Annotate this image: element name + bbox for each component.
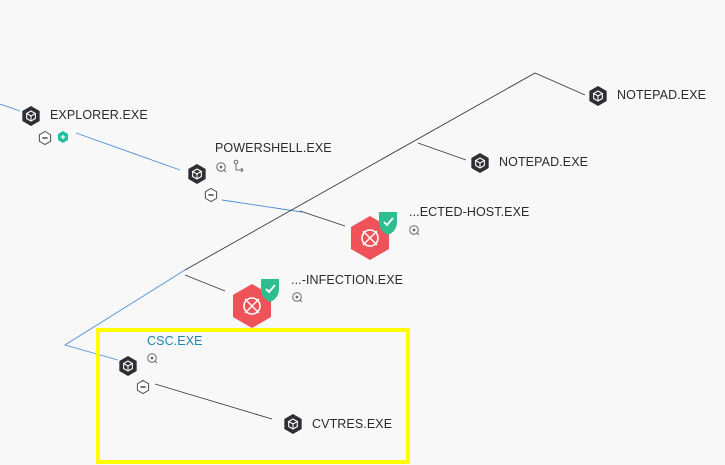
node-label-infection: ...-INFECTION.EXE (291, 273, 404, 287)
process-icon (187, 163, 207, 185)
expand-plus-icon[interactable] (58, 131, 68, 143)
alert-crosshair-icon (233, 284, 271, 328)
node-label-notepad-2: NOTEPAD.EXE (499, 155, 589, 169)
process-node-infected-host[interactable] (351, 212, 420, 260)
selection-highlight-box (96, 328, 410, 464)
shield-check-icon (379, 212, 397, 235)
node-label-explorer: EXPLORER.EXE (50, 108, 148, 122)
node-label-notepad-1: NOTEPAD.EXE (617, 88, 707, 102)
shield-check-icon (261, 279, 279, 302)
network-icon[interactable] (292, 292, 303, 303)
process-node-notepad-1[interactable] (588, 85, 608, 107)
network-icon[interactable] (216, 162, 227, 173)
edges-layer (0, 72, 586, 420)
collapse-minus-icon[interactable] (204, 187, 218, 203)
process-node-explorer[interactable] (21, 105, 68, 146)
process-node-notepad-2[interactable] (470, 152, 490, 174)
node-label-csc: CSC.EXE (147, 334, 203, 348)
node-label-cvtres: CVTRES.EXE (312, 417, 393, 431)
alert-crosshair-icon (351, 216, 389, 260)
process-node-powershell[interactable] (187, 159, 244, 203)
process-node-infection[interactable] (233, 279, 303, 328)
registry-icon[interactable] (233, 159, 244, 173)
process-icon (21, 105, 41, 127)
process-icon (470, 152, 490, 174)
process-icon (588, 85, 608, 107)
network-icon[interactable] (409, 225, 420, 236)
node-label-powershell: POWERSHELL.EXE (215, 141, 332, 155)
collapse-minus-icon[interactable] (38, 130, 52, 146)
node-label-infected-host: ...ECTED-HOST.EXE (409, 205, 530, 219)
